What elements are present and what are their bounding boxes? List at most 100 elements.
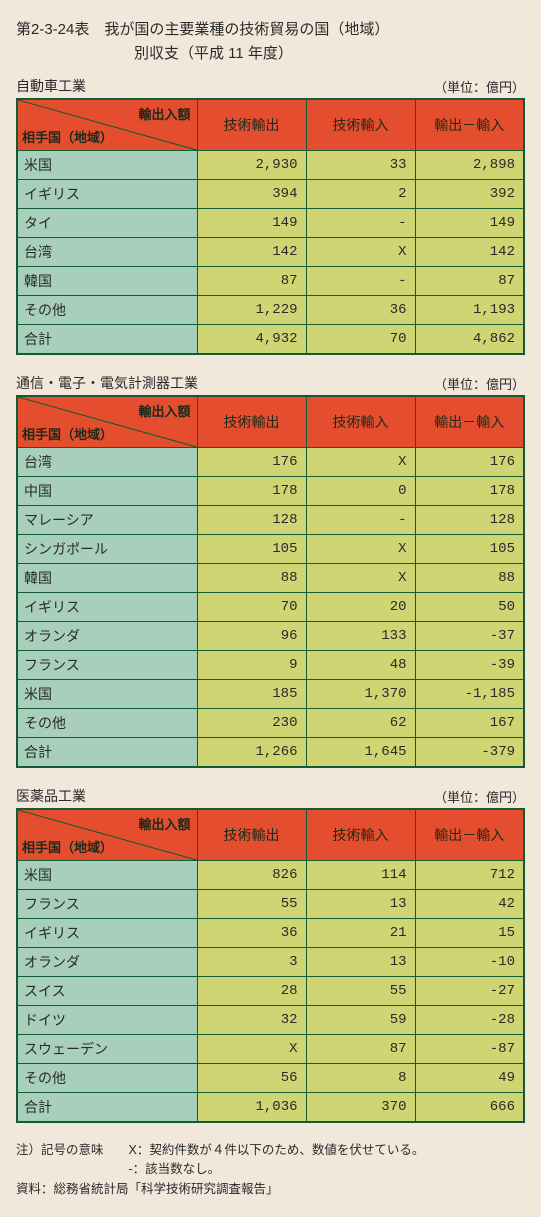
- country-cell: オランダ: [17, 948, 197, 977]
- value-cell: -: [306, 506, 415, 535]
- column-header: 技術輸出: [197, 396, 306, 448]
- value-cell: 4,862: [415, 325, 524, 355]
- value-cell: 9: [197, 651, 306, 680]
- value-cell: -87: [415, 1035, 524, 1064]
- title-sub: 別収支（平成 11 年度）: [16, 42, 525, 66]
- value-cell: 20: [306, 593, 415, 622]
- data-table: 輸出入額相手国（地域）技術輸出技術輸入輸出－輸入米国2,930332,898イギ…: [16, 98, 525, 355]
- value-cell: 370: [306, 1093, 415, 1123]
- value-cell: 142: [197, 238, 306, 267]
- value-cell: 1,266: [197, 738, 306, 768]
- country-cell: 合計: [17, 738, 197, 768]
- value-cell: -1,185: [415, 680, 524, 709]
- country-cell: イギリス: [17, 919, 197, 948]
- value-cell: 105: [415, 535, 524, 564]
- value-cell: 49: [415, 1064, 524, 1093]
- value-cell: 176: [415, 448, 524, 477]
- table-row: その他1,229361,193: [17, 296, 524, 325]
- diag-bottom-left: 相手国（地域）: [22, 127, 113, 146]
- value-cell: 178: [415, 477, 524, 506]
- value-cell: 1,193: [415, 296, 524, 325]
- value-cell: 149: [415, 209, 524, 238]
- value-cell: 87: [197, 267, 306, 296]
- title-main: 我が国の主要業種の技術貿易の国（地域）: [104, 21, 389, 38]
- value-cell: 36: [197, 919, 306, 948]
- value-cell: 2: [306, 180, 415, 209]
- value-cell: 105: [197, 535, 306, 564]
- country-cell: その他: [17, 296, 197, 325]
- notes-dash: -：該当数なし。: [129, 1160, 221, 1179]
- table-row: 韓国87-87: [17, 267, 524, 296]
- value-cell: 167: [415, 709, 524, 738]
- table-section: 医薬品工業 （単位：億円） 輸出入額相手国（地域）技術輸出技術輸入輸出－輸入米国82…: [16, 786, 525, 1123]
- table-row: 米国826114712: [17, 861, 524, 890]
- table-row: 台湾176X176: [17, 448, 524, 477]
- country-cell: 合計: [17, 325, 197, 355]
- country-cell: 米国: [17, 861, 197, 890]
- value-cell: 88: [197, 564, 306, 593]
- value-cell: 392: [415, 180, 524, 209]
- value-cell: 394: [197, 180, 306, 209]
- country-cell: スウェーデン: [17, 1035, 197, 1064]
- table-row: 合計1,036370666: [17, 1093, 524, 1123]
- country-cell: 韓国: [17, 564, 197, 593]
- diag-header-cell: 輸出入額相手国（地域）: [17, 99, 197, 151]
- value-cell: 48: [306, 651, 415, 680]
- diag-top-right: 輸出入額: [138, 814, 190, 833]
- value-cell: 128: [197, 506, 306, 535]
- data-table: 輸出入額相手国（地域）技術輸出技術輸入輸出－輸入台湾176X176中国17801…: [16, 395, 525, 768]
- country-cell: マレーシア: [17, 506, 197, 535]
- country-cell: 米国: [17, 680, 197, 709]
- table-row: 合計1,2661,645-379: [17, 738, 524, 768]
- country-cell: 中国: [17, 477, 197, 506]
- diag-header-cell: 輸出入額相手国（地域）: [17, 396, 197, 448]
- country-cell: シンガポール: [17, 535, 197, 564]
- value-cell: -: [306, 267, 415, 296]
- unit-label: （単位：億円）: [434, 787, 525, 806]
- diag-header-cell: 輸出入額相手国（地域）: [17, 809, 197, 861]
- value-cell: 42: [415, 890, 524, 919]
- data-table: 輸出入額相手国（地域）技術輸出技術輸入輸出－輸入米国826114712フランス5…: [16, 808, 525, 1123]
- value-cell: 2,930: [197, 151, 306, 180]
- value-cell: 36: [306, 296, 415, 325]
- table-row: その他23062167: [17, 709, 524, 738]
- table-row: フランス551342: [17, 890, 524, 919]
- table-row: 中国1780178: [17, 477, 524, 506]
- value-cell: -10: [415, 948, 524, 977]
- value-cell: 142: [415, 238, 524, 267]
- value-cell: -39: [415, 651, 524, 680]
- value-cell: 1,036: [197, 1093, 306, 1123]
- value-cell: 114: [306, 861, 415, 890]
- value-cell: -27: [415, 977, 524, 1006]
- table-row: 米国1851,370-1,185: [17, 680, 524, 709]
- table-row: 合計4,932704,862: [17, 325, 524, 355]
- table-section: 通信・電子・電気計測器工業（単位：億円）輸出入額相手国（地域）技術輸出技術輸入輸…: [16, 373, 525, 768]
- section-name: 通信・電子・電気計測器工業: [16, 373, 198, 393]
- value-cell: 149: [197, 209, 306, 238]
- country-cell: タイ: [17, 209, 197, 238]
- table-row: 台湾142X142: [17, 238, 524, 267]
- value-cell: 70: [306, 325, 415, 355]
- value-cell: 87: [415, 267, 524, 296]
- value-cell: 55: [306, 977, 415, 1006]
- country-cell: 合計: [17, 1093, 197, 1123]
- diag-top-right: 輸出入額: [138, 401, 190, 420]
- table-row: その他56849: [17, 1064, 524, 1093]
- table-title: 第2-3-24表 我が国の主要業種の技術貿易の国（地域） 別収支（平成 11 年…: [16, 18, 525, 66]
- country-cell: その他: [17, 1064, 197, 1093]
- diag-top-right: 輸出入額: [138, 104, 190, 123]
- value-cell: -: [306, 209, 415, 238]
- title-prefix: 第2-3-24表: [16, 21, 89, 38]
- diag-bottom-left: 相手国（地域）: [22, 424, 113, 443]
- value-cell: X: [306, 564, 415, 593]
- column-header: 技術輸入: [306, 99, 415, 151]
- table-row: タイ149-149: [17, 209, 524, 238]
- country-cell: その他: [17, 709, 197, 738]
- value-cell: 88: [415, 564, 524, 593]
- table-row: フランス948-39: [17, 651, 524, 680]
- value-cell: 178: [197, 477, 306, 506]
- section-name: 医薬品工業: [16, 786, 86, 806]
- value-cell: 185: [197, 680, 306, 709]
- value-cell: 62: [306, 709, 415, 738]
- table-row: イギリス3942392: [17, 180, 524, 209]
